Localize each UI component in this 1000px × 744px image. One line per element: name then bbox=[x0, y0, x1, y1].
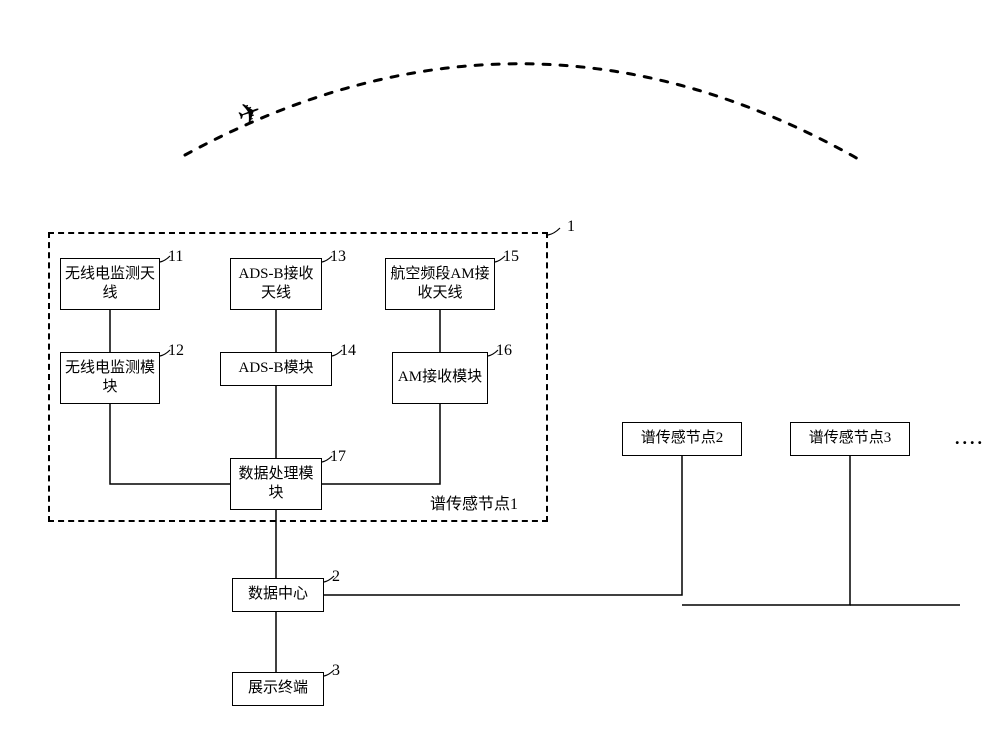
block-term-text: 展示终端 bbox=[248, 679, 308, 699]
block-node3-text: 谱传感节点3 bbox=[809, 429, 892, 449]
block-14: ADS-B模块 bbox=[220, 352, 332, 386]
block-13-text: ADS-B接收天线 bbox=[235, 265, 317, 304]
block-12: 无线电监测模块 bbox=[60, 352, 160, 404]
num-2: 2 bbox=[332, 568, 340, 586]
block-11: 无线电监测天线 bbox=[60, 258, 160, 310]
block-node3: 谱传感节点3 bbox=[790, 422, 910, 456]
block-16-text: AM接收模块 bbox=[398, 368, 482, 388]
block-13: ADS-B接收天线 bbox=[230, 258, 322, 310]
block-center-text: 数据中心 bbox=[248, 585, 308, 605]
block-16: AM接收模块 bbox=[392, 352, 488, 404]
node1-callout-num: 1 bbox=[567, 218, 575, 236]
num-12: 12 bbox=[168, 342, 184, 360]
block-14-text: ADS-B模块 bbox=[238, 359, 313, 379]
block-15: 航空频段AM接收天线 bbox=[385, 258, 495, 310]
block-center: 数据中心 bbox=[232, 578, 324, 612]
num-17: 17 bbox=[330, 448, 346, 466]
node1-label: 谱传感节点1 bbox=[430, 490, 518, 514]
block-17-text: 数据处理模块 bbox=[235, 465, 317, 504]
block-12-text: 无线电监测模块 bbox=[65, 359, 155, 398]
airplane-icon: ✈ bbox=[233, 94, 266, 131]
num-11: 11 bbox=[168, 248, 183, 266]
block-15-text: 航空频段AM接收天线 bbox=[390, 265, 490, 304]
num-13: 13 bbox=[330, 248, 346, 266]
block-term: 展示终端 bbox=[232, 672, 324, 706]
num-16: 16 bbox=[496, 342, 512, 360]
ellipsis: .... bbox=[955, 428, 985, 449]
block-node2: 谱传感节点2 bbox=[622, 422, 742, 456]
num-14: 14 bbox=[340, 342, 356, 360]
block-node2-text: 谱传感节点2 bbox=[641, 429, 724, 449]
svg-text:✈: ✈ bbox=[233, 94, 266, 131]
num-3: 3 bbox=[332, 662, 340, 680]
num-15: 15 bbox=[503, 248, 519, 266]
block-17: 数据处理模块 bbox=[230, 458, 322, 510]
block-11-text: 无线电监测天线 bbox=[65, 265, 155, 304]
flight-path bbox=[185, 64, 860, 160]
